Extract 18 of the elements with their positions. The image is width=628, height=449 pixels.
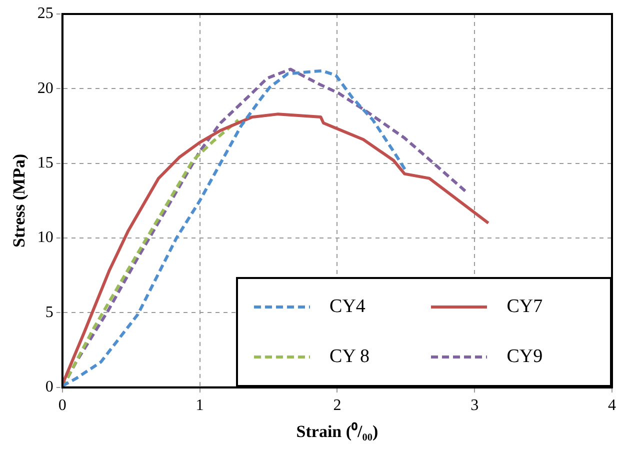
y-axis-title: Stress (MPa) (10, 154, 29, 248)
x-tick-label: 4 (608, 397, 616, 414)
x-axis-title: Strain (⁰/₀₀) (296, 422, 378, 442)
legend-label: CY4 (330, 296, 366, 318)
x-tick-label: 2 (333, 397, 342, 414)
legend-label: CY7 (506, 296, 543, 318)
line-series (62, 69, 408, 388)
y-tick-label: 10 (37, 229, 54, 246)
y-tick-label: 15 (37, 154, 54, 172)
x-tick-label: 0 (58, 397, 66, 414)
legend-label: CY 8 (330, 346, 370, 368)
y-tick-label: 0 (45, 378, 54, 396)
y-tick-label: 5 (45, 304, 54, 321)
y-tick-label: 20 (37, 80, 54, 97)
y-tick-label: 25 (37, 5, 54, 22)
x-tick-label: 3 (470, 397, 479, 414)
legend-label: CY9 (506, 346, 543, 368)
x-tick-label: 1 (196, 397, 204, 414)
